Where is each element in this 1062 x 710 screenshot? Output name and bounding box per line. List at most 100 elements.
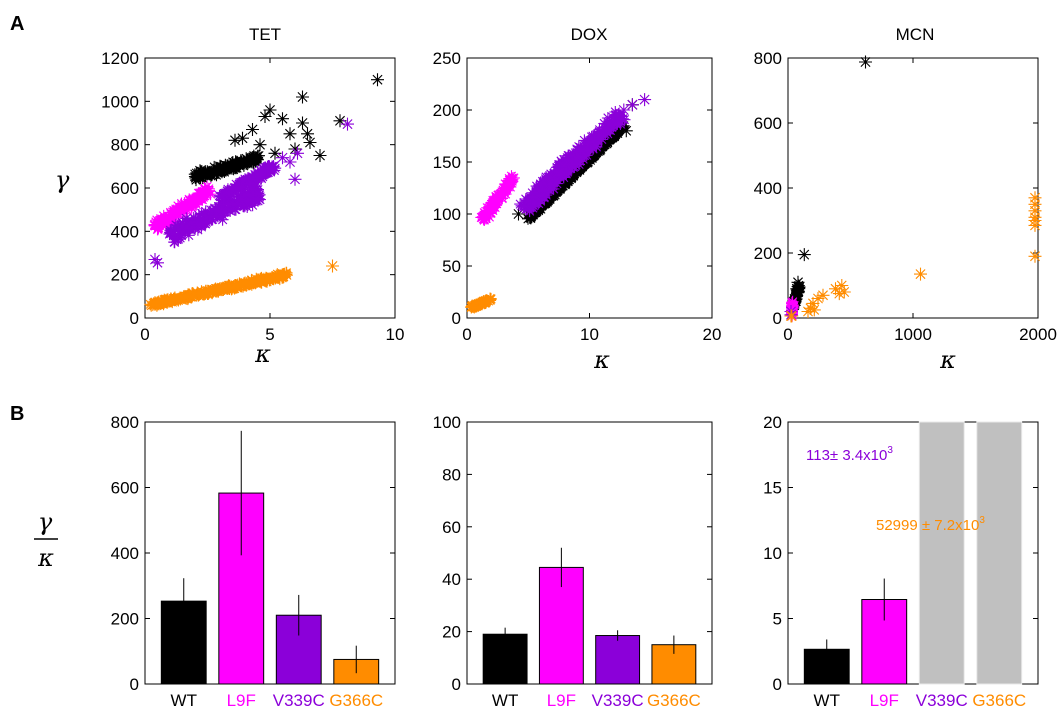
scatter-point <box>601 136 614 149</box>
scatter-point <box>216 166 228 179</box>
scatter-point <box>837 285 851 299</box>
scatter-point <box>222 281 235 294</box>
bar-v339c <box>918 421 965 685</box>
scatter-point <box>804 301 817 315</box>
scatter-point <box>579 146 592 159</box>
scatter-point <box>835 279 849 292</box>
scatter-point <box>215 190 228 203</box>
scatter-point <box>313 149 327 162</box>
scatter-point <box>589 134 602 147</box>
scatter-point <box>188 216 201 229</box>
scatter-point <box>241 196 254 209</box>
scatter-point <box>288 142 302 156</box>
scatter-point <box>167 204 180 217</box>
scatter-point <box>147 297 160 310</box>
scatter-point <box>859 55 872 69</box>
scatter-point <box>148 253 162 266</box>
scatter-point <box>585 140 598 153</box>
series-g366c <box>465 292 497 314</box>
scatter-point <box>253 275 266 288</box>
scatter-point <box>204 203 217 216</box>
scatter-point <box>246 171 259 184</box>
scatter-point <box>192 218 205 231</box>
scatter-point <box>586 149 599 162</box>
scatter-point <box>238 200 250 213</box>
bar-wt <box>482 633 528 685</box>
scatter-point <box>503 173 516 186</box>
scatter-point <box>527 200 540 212</box>
scatter-point <box>283 127 297 141</box>
scatter-point <box>181 204 194 217</box>
series-l9f <box>475 170 520 226</box>
y-tick-label: 150 <box>433 153 461 172</box>
scatter-point <box>157 216 170 229</box>
series-v339c <box>514 93 652 218</box>
y-tick-label: 600 <box>111 179 139 198</box>
scatter-point <box>303 136 317 149</box>
annotation-superscript: 3 <box>979 515 985 526</box>
scatter-point <box>215 207 228 220</box>
scatter-point <box>806 296 820 310</box>
scatter-point <box>203 285 216 298</box>
scatter-point <box>816 288 830 302</box>
ylabel-fraction-numerator: γ <box>38 508 53 536</box>
series-v339c <box>148 117 354 270</box>
scatter-point <box>230 156 243 169</box>
scatter-point <box>595 130 608 143</box>
y-tick-label: 0 <box>130 675 139 694</box>
scatter-point <box>180 212 193 225</box>
y-tick-label: 400 <box>754 179 782 198</box>
panel-label-a: A <box>10 13 24 35</box>
scatter-point <box>543 193 555 206</box>
scatter-point <box>150 214 163 227</box>
scatter-point <box>609 128 622 141</box>
y-tick-label: 800 <box>754 49 782 68</box>
scatter-point <box>165 227 177 240</box>
scatter-point <box>526 186 539 199</box>
scatter-point <box>480 294 493 307</box>
scatter-point <box>544 171 557 184</box>
scatter-point <box>811 292 825 305</box>
scatter-point <box>236 176 249 189</box>
scatter-point <box>246 123 259 136</box>
y-tick-label: 400 <box>111 222 139 241</box>
y-tick-label: 0 <box>773 675 782 694</box>
scatter-point <box>524 211 537 224</box>
category-label-l9f: L9F <box>227 691 256 710</box>
scatter-point <box>263 103 277 117</box>
scatter-point <box>574 162 587 174</box>
scatter-point <box>506 173 519 186</box>
annotation-superscript: 3 <box>887 445 893 456</box>
ylabel-gamma-over-kappa: γ κ <box>34 508 58 572</box>
xlabel-kappa-dox: κ <box>593 346 610 374</box>
scatter-point <box>829 282 842 296</box>
y-tick-label: 5 <box>773 610 782 629</box>
scatter-point <box>200 185 213 198</box>
scatter-point <box>581 143 593 156</box>
y-tick-label: 800 <box>111 413 139 432</box>
scatter-point <box>233 193 246 206</box>
y-tick-label: 20 <box>763 413 782 432</box>
scatter-point <box>237 194 250 207</box>
scatter-point <box>246 199 259 212</box>
category-label-g366c: G366C <box>329 691 383 710</box>
scatter-point <box>259 274 272 287</box>
x-tick-label: 0 <box>140 325 149 344</box>
y-tick-label: 50 <box>442 257 461 276</box>
y-tick-label: 200 <box>111 610 139 629</box>
scatter-point <box>213 204 226 217</box>
scatter-point <box>252 187 265 200</box>
scatter-point <box>568 167 581 180</box>
scatter-point <box>228 133 242 147</box>
y-tick-label: 600 <box>111 479 139 498</box>
scatter-point <box>797 248 811 262</box>
scatter-point <box>261 162 274 175</box>
scatter-point <box>534 178 547 190</box>
scatter-point <box>213 159 227 173</box>
scatter-point <box>207 209 220 222</box>
scatter-point <box>187 197 200 209</box>
scatter-point <box>514 198 527 211</box>
scatter-point <box>193 211 206 224</box>
scatter-point <box>512 207 525 221</box>
